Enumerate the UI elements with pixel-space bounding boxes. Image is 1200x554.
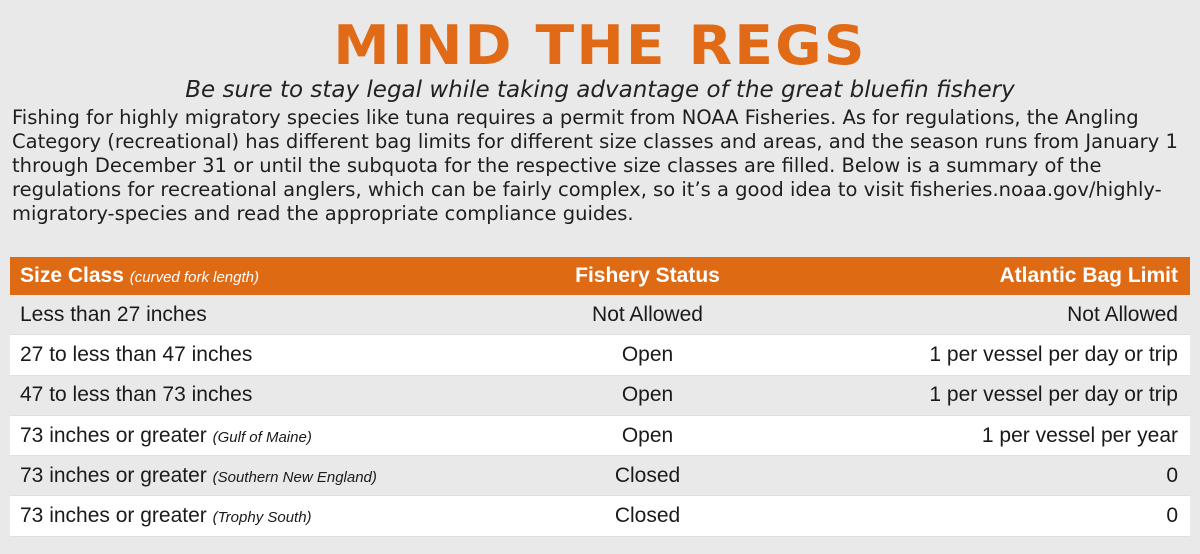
size-class-text: 27 to less than 47 inches [20, 342, 253, 366]
table-row: 47 to less than 73 inches Open 1 per ves… [10, 375, 1190, 416]
size-class-text: 73 inches or greater [20, 423, 207, 447]
cell-fishery-status: Closed [614, 463, 681, 487]
size-class-text: 73 inches or greater [20, 504, 207, 528]
table-row: 73 inches or greater (Southern New Engla… [10, 456, 1190, 497]
intro-paragraph: Fishing for highly migratory species lik… [12, 106, 1178, 225]
size-class-note: (Trophy South) [212, 509, 312, 527]
cell-fishery-status: Open [621, 383, 674, 407]
regulations-table: Size Class (curved fork length) Fishery … [10, 257, 1190, 537]
size-class-text: 47 to less than 73 inches [20, 383, 253, 407]
cell-bag-limit: Not Allowed [1067, 302, 1178, 326]
cell-size-class: Less than 27 inches [10, 303, 430, 327]
cell-fishery-status: Not Allowed [592, 302, 703, 326]
cell-bag-limit: 1 per vessel per day or trip [929, 383, 1178, 407]
page-title: MIND THE REGS [333, 14, 867, 77]
header-size-class: Size Class (curved fork length) [10, 264, 430, 288]
page-subtitle: Be sure to stay legal while taking advan… [185, 77, 1015, 103]
size-class-note: (Southern New England) [212, 468, 377, 486]
cell-bag-limit: 0 [1166, 463, 1178, 487]
cell-size-class: 27 to less than 47 inches [10, 343, 430, 367]
size-class-note: (Gulf of Maine) [212, 428, 312, 446]
table-header: Size Class (curved fork length) Fishery … [10, 257, 1190, 295]
header-size-class-label: Size Class [20, 264, 124, 287]
cell-size-class: 73 inches or greater (Gulf of Maine) [10, 424, 430, 448]
cell-bag-limit: 0 [1166, 504, 1178, 528]
header-fishery-status: Fishery Status [575, 264, 720, 287]
cell-fishery-status: Open [621, 423, 674, 447]
header-bag-limit: Atlantic Bag Limit [999, 264, 1178, 287]
size-class-text: 73 inches or greater [20, 463, 207, 487]
cell-size-class: 47 to less than 73 inches [10, 383, 430, 407]
cell-bag-limit: 1 per vessel per day or trip [929, 342, 1178, 366]
table-row: 73 inches or greater (Gulf of Maine) Ope… [10, 415, 1190, 457]
header-size-class-note: (curved fork length) [129, 269, 259, 286]
table-row: Less than 27 inches Not Allowed Not Allo… [10, 295, 1190, 336]
size-class-text: Less than 27 inches [20, 302, 207, 326]
cell-size-class: 73 inches or greater (Southern New Engla… [10, 464, 430, 488]
cell-bag-limit: 1 per vessel per year [981, 423, 1178, 447]
cell-size-class: 73 inches or greater (Trophy South) [10, 504, 430, 528]
table-row: 73 inches or greater (Trophy South) Clos… [10, 496, 1190, 537]
table-row: 27 to less than 47 inches Open 1 per ves… [10, 335, 1190, 376]
cell-fishery-status: Closed [614, 504, 681, 528]
cell-fishery-status: Open [621, 342, 674, 366]
